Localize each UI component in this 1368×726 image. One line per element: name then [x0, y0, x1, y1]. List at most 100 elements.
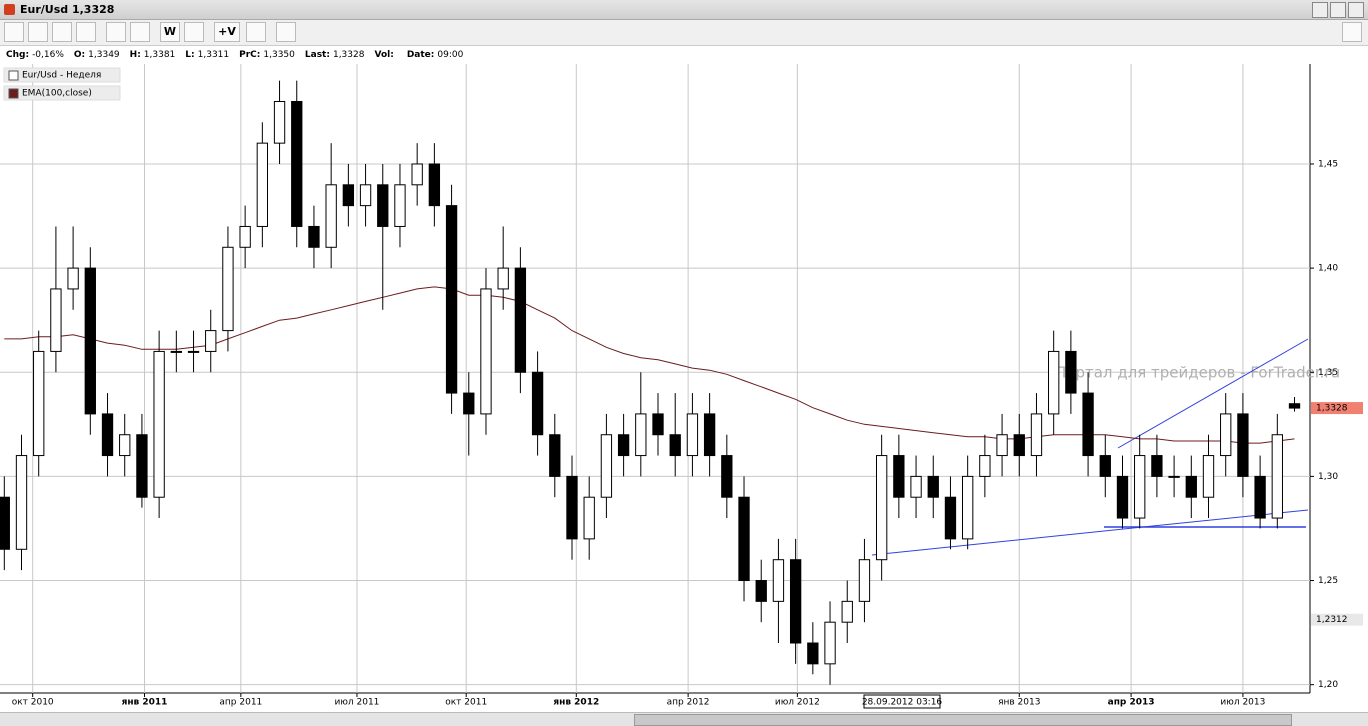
indicator-button[interactable] [106, 22, 126, 42]
candle-body [858, 559, 871, 602]
candle-body [927, 475, 939, 498]
candle-body [1134, 455, 1146, 519]
info-label: O: [73, 50, 86, 60]
maximize[interactable] [1330, 2, 1346, 18]
candle-body [256, 142, 269, 227]
candle-body [394, 184, 406, 227]
trend-line [1117, 338, 1309, 449]
scroll-thumb[interactable] [634, 714, 1292, 726]
new-button[interactable] [4, 22, 24, 42]
candle-body [1220, 413, 1232, 457]
y-tick-label: 1,25 [1318, 576, 1338, 586]
info-label: Vol: [374, 50, 394, 60]
add-button[interactable] [28, 22, 48, 42]
candle-body [789, 559, 802, 644]
cursor-box [863, 694, 941, 709]
candle-body [463, 392, 475, 415]
candle-button[interactable] [184, 22, 204, 42]
candle-body [1168, 475, 1180, 478]
candle-body [308, 225, 320, 248]
candle-body [1082, 392, 1094, 457]
info-value: 1,3350 [263, 50, 295, 60]
period-button[interactable]: W [160, 22, 180, 42]
window-controls [1312, 2, 1364, 18]
crosshair-button[interactable] [246, 22, 266, 42]
info-line: Chg: -0,16% O: 1,3349 H: 1,3381 L: 1,3311 PrC: 1,… [6, 50, 473, 60]
candle-body [635, 413, 647, 457]
x-tick-label: янв 2013 [998, 698, 1040, 708]
info-value: 1,3328 [332, 50, 365, 60]
x-tick-label: апр 2013 [1108, 698, 1155, 708]
plot-area [0, 64, 1310, 693]
watermark: Портал для трейдеров - ForTrader.ru [1055, 364, 1340, 382]
candle-body [359, 184, 372, 207]
volume-button[interactable]: +V [214, 22, 240, 42]
candle-body [342, 184, 355, 207]
candle-body [686, 413, 699, 457]
x-tick-label: апр 2011 [219, 698, 262, 708]
x-tick-label: июл 2011 [334, 698, 379, 708]
candle-body [67, 267, 79, 290]
candle-body [153, 350, 165, 498]
candle-body [445, 205, 458, 394]
candle-body [239, 225, 251, 248]
candle-body [824, 621, 836, 665]
app-icon [4, 4, 15, 15]
price-label-box [1311, 613, 1363, 626]
candle-body [566, 475, 578, 540]
toolbar: W +V [0, 20, 1368, 46]
candle-body [841, 600, 853, 623]
bars-button[interactable] [130, 22, 150, 42]
candle-body [1013, 434, 1025, 457]
candle-body [755, 580, 767, 602]
candle-body [1254, 475, 1266, 519]
candle-body [617, 434, 630, 457]
y-tick-label: 1,40 [1318, 264, 1338, 274]
candle-body [170, 350, 182, 353]
x-tick-label: июл 2012 [775, 698, 820, 708]
candle-body [205, 330, 217, 352]
panel-button[interactable] [1342, 22, 1362, 42]
candle-body [119, 434, 131, 457]
candle-body [50, 288, 62, 352]
x-tick-label: июл 2013 [1220, 698, 1265, 708]
ema-line [4, 286, 1295, 444]
candle-body [480, 288, 492, 415]
legend-box [3, 67, 121, 83]
legend-label: Eur/Usd - Неделя [22, 71, 101, 81]
window-title: Eur/Usd 1,3328 [20, 3, 115, 16]
info-value: 1,3311 [197, 50, 230, 60]
candle-body [1288, 403, 1301, 409]
candle-body [721, 455, 733, 498]
minimize[interactable] [1312, 2, 1328, 18]
info-value: 09:00 [437, 50, 464, 60]
draw-button[interactable] [76, 22, 96, 42]
candle-body [583, 496, 595, 540]
candle-body [325, 184, 337, 248]
legend-swatch [8, 70, 19, 81]
candle-body [962, 475, 974, 540]
candle-body [531, 371, 544, 436]
candle-body [1202, 455, 1215, 498]
close[interactable] [1348, 2, 1364, 18]
price-label: 1,3328 [1316, 404, 1348, 414]
candle-body [1099, 455, 1111, 477]
candle-body [1116, 475, 1129, 519]
info-value: -0,16% [32, 50, 64, 60]
candle-body [428, 163, 441, 207]
settings-button[interactable] [52, 22, 72, 42]
candle-body [497, 267, 509, 290]
info-value: 1,3381 [143, 50, 176, 60]
x-tick-label: янв 2011 [122, 698, 168, 708]
candle-body [549, 434, 561, 477]
price-label-box [1311, 402, 1363, 415]
y-tick-label: 1,35 [1318, 368, 1338, 378]
info-label: Last: [304, 50, 330, 60]
scrollbar[interactable] [0, 712, 1368, 726]
x-tick-label: окт 2011 [445, 698, 487, 708]
x-tick-label: апр 2012 [667, 698, 710, 708]
print-button[interactable] [276, 22, 296, 42]
candle-body [1185, 475, 1197, 498]
trend-line [871, 509, 1309, 556]
candle-body [411, 163, 423, 186]
